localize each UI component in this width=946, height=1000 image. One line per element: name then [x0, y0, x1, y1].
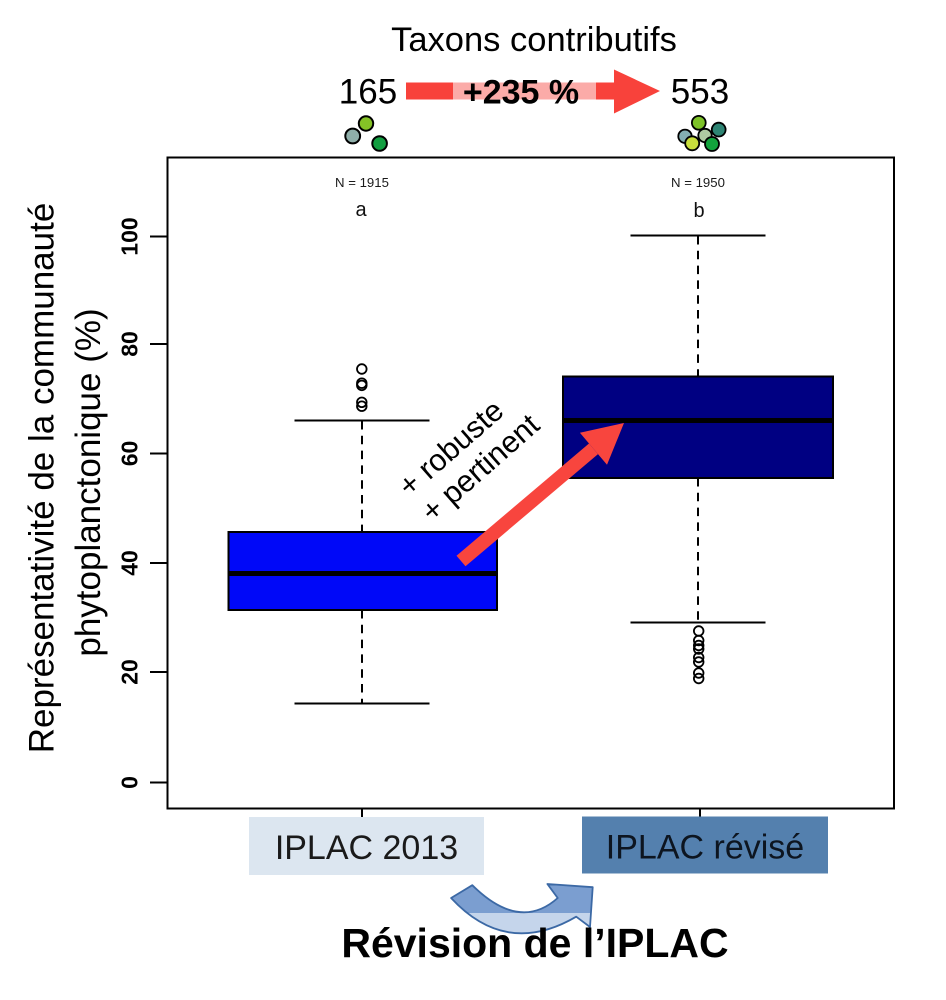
svg-text:Taxons contributifs: Taxons contributifs [391, 21, 677, 59]
svg-text:0: 0 [117, 776, 143, 789]
svg-text:N = 1950: N = 1950 [671, 175, 725, 190]
svg-text:IPLAC révisé: IPLAC révisé [606, 829, 804, 867]
svg-text:b: b [693, 200, 704, 222]
svg-text:a: a [355, 199, 367, 221]
svg-text:80: 80 [117, 331, 143, 357]
svg-text:100: 100 [117, 217, 143, 255]
svg-text:Révision de l’IPLAC: Révision de l’IPLAC [341, 920, 728, 966]
svg-text:+235 %: +235 % [463, 74, 579, 112]
svg-text:IPLAC 2013: IPLAC 2013 [275, 829, 458, 867]
svg-text:40: 40 [117, 550, 143, 576]
svg-text:165: 165 [339, 73, 397, 112]
svg-text:553: 553 [671, 73, 729, 112]
svg-text:20: 20 [117, 659, 143, 685]
svg-text:N = 1915: N = 1915 [335, 175, 389, 190]
svg-text:Représentativité de la communa: Représentativité de la communauté [23, 203, 62, 754]
svg-text:60: 60 [117, 441, 143, 467]
svg-text:phytoplanctonique (%): phytoplanctonique (%) [69, 308, 108, 656]
